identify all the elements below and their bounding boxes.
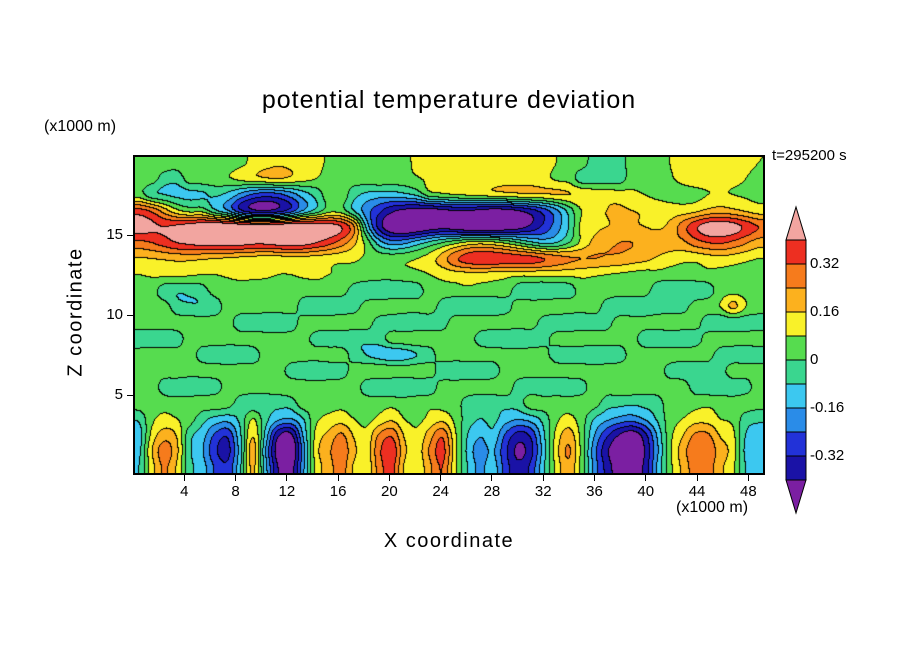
time-annotation: t=295200 s bbox=[772, 147, 847, 164]
x-tick-label: 20 bbox=[381, 483, 398, 500]
colorbar-label: 0.16 bbox=[810, 303, 840, 320]
x-tick-label: 24 bbox=[432, 483, 449, 500]
x-tick-label: 4 bbox=[180, 483, 189, 500]
x-tick-label: 28 bbox=[483, 483, 501, 500]
x-tick-label: 44 bbox=[688, 483, 706, 500]
colorbar-label: -0.32 bbox=[810, 447, 845, 464]
x-tick-mark bbox=[645, 475, 647, 481]
x-tick-label: 32 bbox=[534, 483, 552, 500]
x-tick-mark bbox=[696, 475, 698, 481]
x-tick-label: 16 bbox=[329, 483, 347, 500]
x-tick-label: 12 bbox=[278, 483, 296, 500]
z-axis-unit-label: (x1000 m) bbox=[44, 118, 117, 135]
x-tick-label: 8 bbox=[231, 483, 240, 500]
x-tick-mark bbox=[337, 475, 339, 481]
x-tick-mark bbox=[542, 475, 544, 481]
x-tick-mark bbox=[491, 475, 493, 481]
x-tick-mark bbox=[594, 475, 595, 481]
x-axis-label: X coordinate bbox=[383, 530, 515, 552]
x-axis-unit-label: (x1000 m) bbox=[676, 499, 749, 516]
colorbar-label: 0 bbox=[810, 351, 819, 368]
z-axis-label: Z coordinate bbox=[64, 247, 87, 377]
contour-field bbox=[133, 155, 765, 475]
colorbar bbox=[780, 200, 820, 520]
y-tick-mark bbox=[127, 394, 133, 396]
x-tick-mark bbox=[747, 475, 749, 481]
x-tick-mark bbox=[440, 475, 442, 481]
x-tick-label: 36 bbox=[586, 483, 603, 500]
x-tick-mark bbox=[286, 475, 288, 481]
y-tick-label: 5 bbox=[114, 386, 123, 403]
y-tick-label: 15 bbox=[106, 226, 123, 243]
colorbar-label: -0.16 bbox=[810, 399, 845, 416]
x-tick-mark bbox=[235, 475, 237, 481]
y-tick-mark bbox=[127, 314, 133, 316]
x-tick-mark bbox=[388, 475, 390, 481]
x-tick-label: 48 bbox=[739, 483, 757, 500]
colorbar-label: 0.32 bbox=[810, 255, 840, 272]
x-tick-label: 40 bbox=[637, 483, 655, 500]
x-tick-mark bbox=[183, 475, 185, 481]
chart-title: potential temperature deviation bbox=[261, 86, 637, 114]
y-tick-mark bbox=[127, 234, 133, 236]
y-tick-label: 10 bbox=[106, 306, 123, 323]
